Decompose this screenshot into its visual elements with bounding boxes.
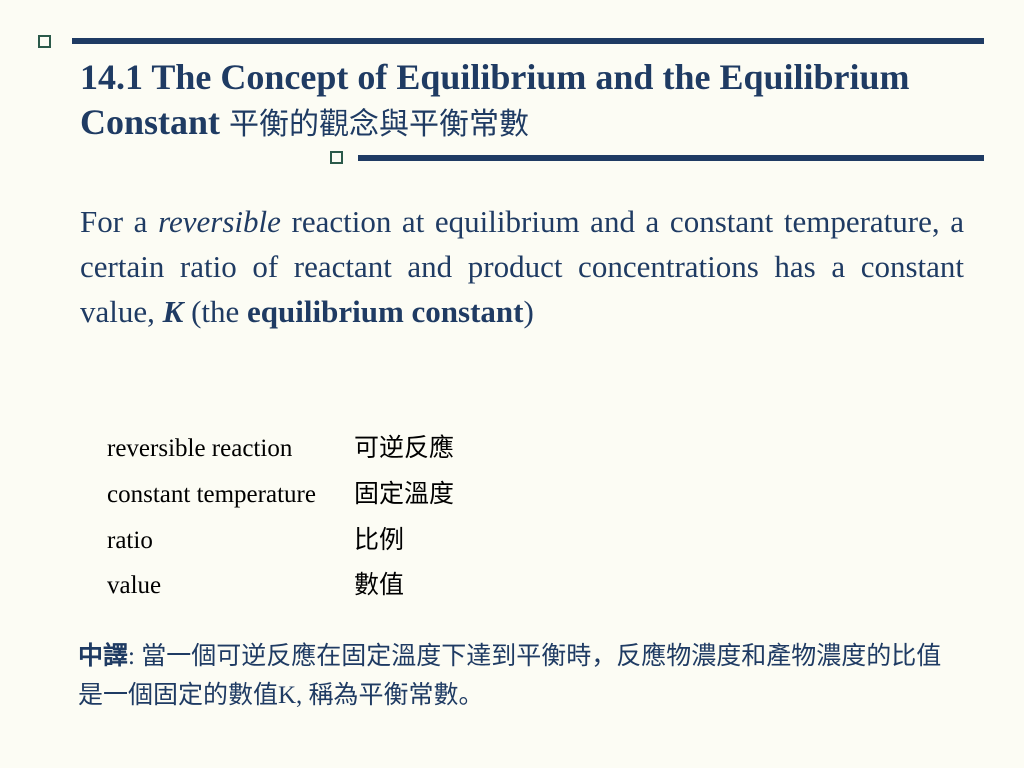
vocab-row: constant temperature 固定溫度 (107, 473, 490, 517)
para-italic-reversible: reversible (158, 204, 281, 239)
sub-divider (358, 155, 984, 161)
vocab-table: reversible reaction 可逆反應 constant temper… (105, 425, 492, 610)
translation-label: 中譯 (78, 643, 128, 670)
top-divider (72, 38, 984, 44)
vocab-en: value (107, 564, 352, 608)
vocab-row: ratio 比例 (107, 519, 490, 563)
vocab-en: ratio (107, 519, 352, 563)
para-suffix: ) (524, 294, 534, 329)
translation-block: 中譯: 當一個可逆反應在固定溫度下達到平衡時，反應物濃度和產物濃度的比值是一個固… (78, 638, 964, 716)
slide-title: 14.1 The Concept of Equilibrium and the … (80, 55, 964, 145)
translation-text: : 當一個可逆反應在固定溫度下達到平衡時，反應物濃度和產物濃度的比值是一個固定的… (78, 643, 941, 709)
vocab-zh: 數值 (354, 564, 490, 608)
vocab-en: constant temperature (107, 473, 352, 517)
vocab-zh: 比例 (354, 519, 490, 563)
para-prefix: For a (80, 204, 158, 239)
body-paragraph: For a reversible reaction at equilibrium… (80, 200, 964, 335)
para-bold-eqconst: equilibrium constant (247, 294, 523, 329)
vocab-row: value 數值 (107, 564, 490, 608)
vocab-zh: 可逆反應 (354, 427, 490, 471)
title-zh: 平衡的觀念與平衡常數 (229, 108, 529, 141)
vocab-en: reversible reaction (107, 427, 352, 471)
vocab-zh: 固定溫度 (354, 473, 490, 517)
deco-square-sub (330, 151, 343, 164)
slide-container: 14.1 The Concept of Equilibrium and the … (0, 0, 1024, 768)
deco-square-top (38, 35, 51, 48)
para-k: K (163, 294, 184, 329)
para-mid2: (the (183, 294, 247, 329)
vocab-row: reversible reaction 可逆反應 (107, 427, 490, 471)
